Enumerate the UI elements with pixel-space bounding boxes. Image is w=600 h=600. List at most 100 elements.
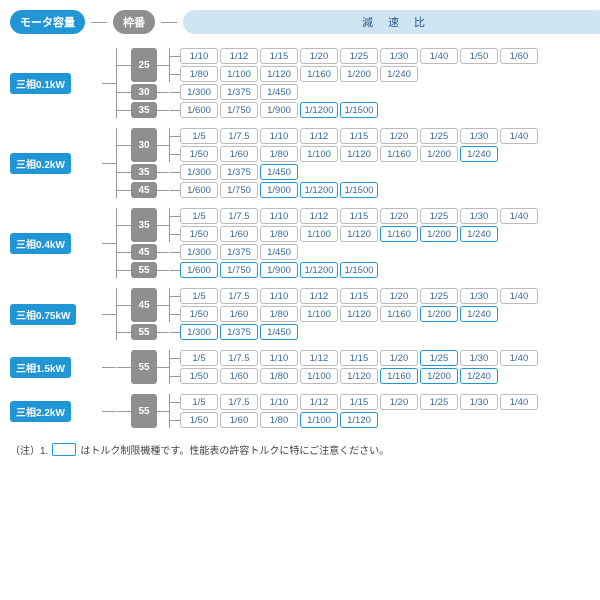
frame-label: 55 [131, 262, 157, 278]
ratio-cell: 1/60 [220, 368, 258, 384]
ratio-cell: 1/60 [500, 48, 538, 64]
ratio-cell: 1/50 [180, 412, 218, 428]
frame-label: 30 [131, 128, 157, 162]
footnote: （注）1. はトルク制限機種です。性能表の許容トルクに特にご注意ください。 [10, 442, 600, 457]
ratio-cell: 1/1200 [300, 182, 338, 198]
ratio-cell: 1/10 [260, 128, 298, 144]
frame-row: 451/3001/3751/450 [117, 244, 600, 260]
torque-sample-box [52, 443, 76, 456]
ratio-cell: 1/100 [300, 306, 338, 322]
frame-label: 55 [131, 350, 157, 384]
frame-label: 25 [131, 48, 157, 82]
ratio-cell: 1/900 [260, 262, 298, 278]
ratio-cell: 1/20 [380, 350, 418, 366]
ratio-cell: 1/160 [380, 306, 418, 322]
ratio-cell: 1/50 [460, 48, 498, 64]
ratio-cell: 1/12 [300, 128, 338, 144]
ratio-cell: 1/1500 [340, 182, 378, 198]
ratio-cell: 1/450 [260, 324, 298, 340]
ratio-cell: 1/1500 [340, 262, 378, 278]
header-row: モータ容量 枠番 減 速 比 [10, 10, 600, 34]
ratio-cell: 1/10 [260, 394, 298, 410]
ratio-cell: 1/12 [300, 208, 338, 224]
ratio-cell: 1/50 [180, 146, 218, 162]
frame-label: 55 [131, 324, 157, 340]
ratio-cell: 1/160 [380, 368, 418, 384]
ratio-cell: 1/40 [500, 288, 538, 304]
frame-label: 45 [131, 288, 157, 322]
ratio-cell: 1/60 [220, 226, 258, 242]
ratio-cell: 1/5 [180, 394, 218, 410]
ratio-cell: 1/600 [180, 102, 218, 118]
ratio-cell: 1/750 [220, 182, 258, 198]
ratio-cell: 1/15 [340, 128, 378, 144]
ratio-cell: 1/25 [420, 350, 458, 366]
motor-label: 三相0.1kW [10, 73, 71, 94]
note-text: はトルク制限機種です。性能表の許容トルクに特にご注意ください。 [80, 442, 389, 457]
ratio-cell: 1/240 [460, 306, 498, 322]
ratio-cell: 1/120 [340, 412, 378, 428]
ratio-cell: 1/375 [220, 244, 258, 260]
ratio-cell: 1/300 [180, 324, 218, 340]
ratio-cell: 1/100 [300, 226, 338, 242]
frame-label: 45 [131, 182, 157, 198]
motor-label: 三相1.5kW [10, 357, 71, 378]
groups-container: 三相0.1kW251/101/121/151/201/251/301/401/5… [10, 48, 600, 428]
ratio-cell: 1/20 [300, 48, 338, 64]
motor-group: 三相2.2kW551/51/7.51/101/121/151/201/251/3… [10, 394, 600, 428]
ratio-cell: 1/100 [300, 368, 338, 384]
ratio-cell: 1/80 [180, 66, 218, 82]
frame-label: 30 [131, 84, 157, 100]
ratio-cell: 1/20 [380, 394, 418, 410]
ratio-cell: 1/80 [260, 226, 298, 242]
ratio-cell: 1/100 [300, 146, 338, 162]
ratio-cell: 1/60 [220, 306, 258, 322]
motor-group: 三相0.75kW451/51/7.51/101/121/151/201/251/… [10, 288, 600, 340]
ratio-cell: 1/40 [500, 350, 538, 366]
frame-label: 35 [131, 102, 157, 118]
ratio-cell: 1/30 [460, 208, 498, 224]
ratio-cell: 1/160 [300, 66, 338, 82]
ratio-cell: 1/120 [340, 226, 378, 242]
ratio-cell: 1/200 [420, 368, 458, 384]
note-prefix: （注）1. [10, 442, 48, 457]
ratio-cell: 1/900 [260, 182, 298, 198]
ratio-cell: 1/15 [340, 394, 378, 410]
frame-label: 55 [131, 394, 157, 428]
ratio-cell: 1/30 [460, 288, 498, 304]
frame-row: 251/101/121/151/201/251/301/401/501/601/… [117, 48, 600, 82]
frame-label: 35 [131, 164, 157, 180]
ratio-cell: 1/7.5 [220, 394, 258, 410]
ratio-cell: 1/40 [500, 128, 538, 144]
ratio-cell: 1/160 [380, 146, 418, 162]
frame-row: 351/6001/7501/9001/12001/1500 [117, 102, 600, 118]
ratio-cell: 1/300 [180, 84, 218, 100]
ratio-cell: 1/30 [380, 48, 418, 64]
frame-label: 45 [131, 244, 157, 260]
header-motor: モータ容量 [10, 10, 85, 34]
ratio-cell: 1/60 [220, 412, 258, 428]
header-ratio: 減 速 比 [183, 10, 600, 34]
ratio-cell: 1/100 [300, 412, 338, 428]
ratio-cell: 1/10 [260, 350, 298, 366]
ratio-cell: 1/15 [340, 208, 378, 224]
ratio-cell: 1/200 [420, 226, 458, 242]
ratio-cell: 1/30 [460, 350, 498, 366]
frame-row: 301/51/7.51/101/121/151/201/251/301/401/… [117, 128, 600, 162]
ratio-cell: 1/120 [340, 368, 378, 384]
motor-label: 三相0.4kW [10, 233, 71, 254]
ratio-cell: 1/25 [420, 128, 458, 144]
frame-row: 351/51/7.51/101/121/151/201/251/301/401/… [117, 208, 600, 242]
ratio-cell: 1/200 [340, 66, 378, 82]
motor-group: 三相0.1kW251/101/121/151/201/251/301/401/5… [10, 48, 600, 118]
ratio-cell: 1/10 [260, 288, 298, 304]
ratio-cell: 1/600 [180, 182, 218, 198]
ratio-cell: 1/240 [460, 146, 498, 162]
frame-row: 551/6001/7501/9001/12001/1500 [117, 262, 600, 278]
ratio-cell: 1/375 [220, 164, 258, 180]
frame-row: 451/51/7.51/101/121/151/201/251/301/401/… [117, 288, 600, 322]
ratio-cell: 1/5 [180, 288, 218, 304]
ratio-cell: 1/240 [460, 368, 498, 384]
ratio-cell: 1/200 [420, 306, 458, 322]
ratio-cell: 1/300 [180, 164, 218, 180]
